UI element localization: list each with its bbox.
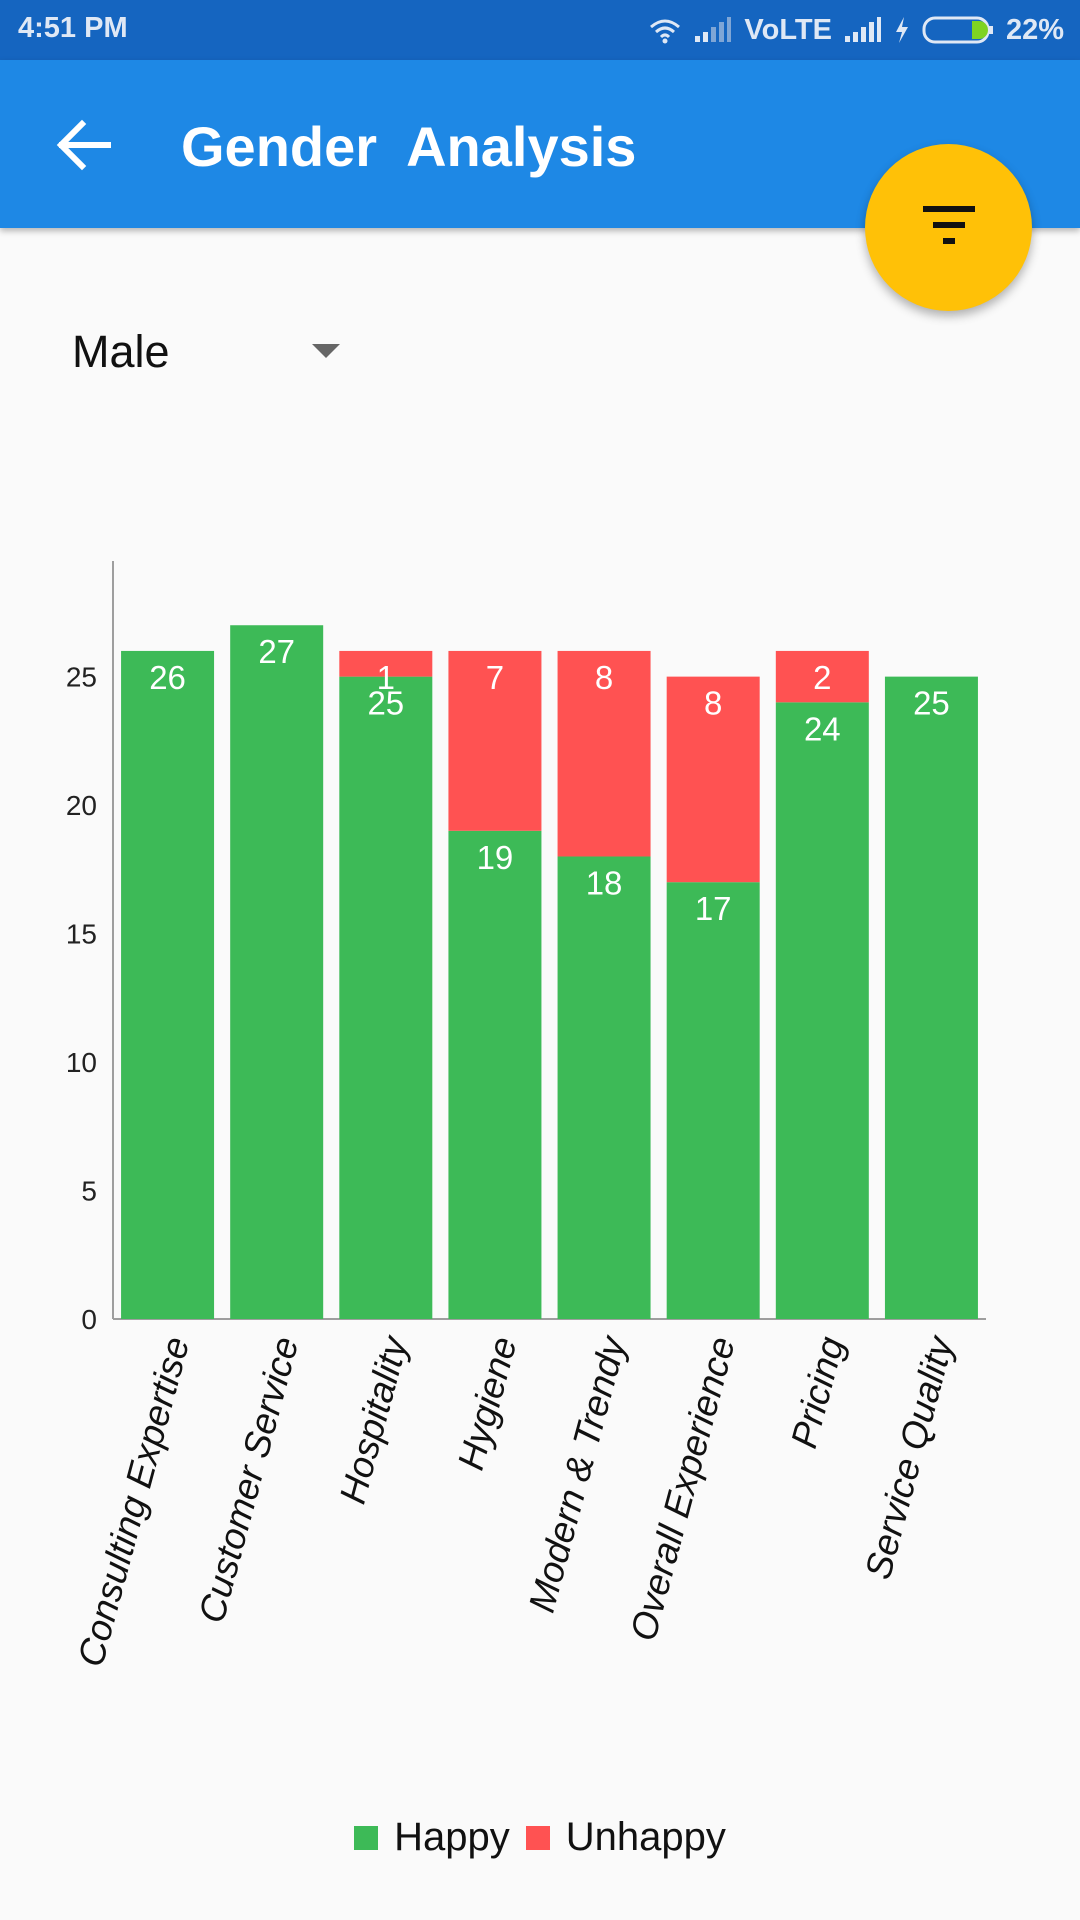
data-label-happy: 18: [586, 864, 623, 901]
legend-label-unhappy: Unhappy: [565, 1815, 726, 1859]
chart-legend: Happy Unhappy: [0, 1815, 1080, 1860]
bar-unhappy: [448, 650, 542, 831]
bar-unhappy: [339, 650, 433, 677]
x-tick-label: Customer Service: [191, 1332, 307, 1627]
back-button[interactable]: [40, 105, 130, 185]
bar-happy: [121, 650, 215, 1319]
data-label-happy: 27: [258, 633, 295, 670]
legend-label-happy: Happy: [394, 1815, 510, 1859]
data-label-unhappy: 2: [813, 659, 831, 696]
legend-swatch-unhappy: [525, 1825, 550, 1850]
bar-happy: [448, 830, 542, 1319]
legend-item-unhappy: Unhappy: [525, 1815, 726, 1860]
y-tick-label: 0: [81, 1304, 97, 1335]
x-tick-label: Overall Experience: [622, 1332, 743, 1645]
data-label-unhappy: 1: [377, 659, 395, 696]
data-label-happy: 24: [804, 710, 841, 747]
data-label-unhappy: 7: [486, 659, 504, 696]
legend-item-happy: Happy: [354, 1815, 510, 1860]
signal-icon: [844, 17, 881, 42]
bar-happy: [557, 856, 651, 1319]
x-tick-label: Consulting Expertise: [70, 1332, 197, 1670]
bar-happy: [884, 676, 978, 1319]
y-tick-label: 15: [66, 919, 97, 950]
battery-icon: [922, 16, 993, 44]
wifi-icon: [650, 19, 681, 44]
bar-happy: [339, 676, 433, 1319]
data-label-unhappy: 8: [704, 685, 722, 722]
network-type: VoLTE: [744, 13, 832, 46]
status-bar: 4:51 PM VoLTE: [0, 0, 1080, 60]
x-tick-label: Hospitality: [332, 1330, 416, 1508]
battery-percent: 22%: [1005, 13, 1064, 46]
status-time: 4:51 PM: [18, 12, 128, 44]
data-label-happy: 25: [913, 685, 950, 722]
data-label-unhappy: 8: [595, 659, 613, 696]
bar-unhappy: [557, 650, 651, 857]
data-label-happy: 19: [477, 839, 514, 876]
y-tick-label: 25: [66, 662, 97, 693]
y-tick-label: 20: [66, 790, 97, 821]
arrow-left-icon: [56, 119, 111, 171]
x-tick-label: Hygiene: [450, 1332, 525, 1474]
gender-dropdown[interactable]: Male: [52, 300, 372, 400]
filter-icon: [923, 206, 975, 244]
x-tick-label: Pricing: [783, 1332, 852, 1452]
status-icons: VoLTE 22%: [648, 12, 1064, 48]
legend-swatch-happy: [354, 1825, 379, 1850]
charging-icon: [895, 17, 908, 43]
dropdown-selected-value: Male: [72, 326, 170, 377]
data-label-happy: 26: [149, 659, 186, 696]
filter-fab-button[interactable]: [865, 144, 1032, 311]
page-title: Gender Analysis: [181, 115, 637, 178]
x-tick-label: Modern & Trendy: [521, 1330, 635, 1616]
y-tick-label: 5: [81, 1176, 97, 1207]
bar-happy: [666, 882, 760, 1319]
signal-icon: [695, 17, 732, 42]
x-tick-label: Service Quality: [857, 1330, 962, 1583]
bar-unhappy: [775, 650, 869, 703]
bar-unhappy: [666, 676, 760, 883]
data-label-happy: 17: [695, 890, 732, 927]
data-label-happy: 25: [367, 685, 404, 722]
bar-happy: [775, 702, 869, 1319]
dropdown-arrow-icon: [312, 344, 340, 358]
y-tick-label: 10: [66, 1047, 97, 1078]
bar-happy: [230, 625, 324, 1319]
